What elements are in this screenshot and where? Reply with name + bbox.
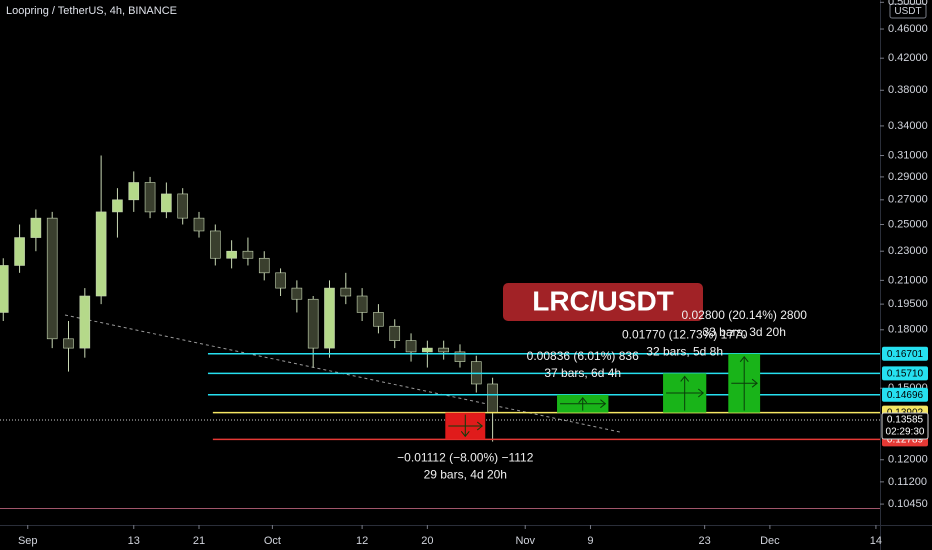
candle-body (454, 351, 466, 362)
candle-body (177, 193, 188, 219)
level-label-box (882, 346, 928, 361)
candle-body (210, 230, 221, 259)
y-tick-label: 0.38000 (888, 84, 928, 96)
candle-body (30, 217, 42, 238)
candle-body (275, 272, 286, 289)
x-tick-label: 13 (128, 535, 140, 547)
y-tick-label: 0.46000 (888, 23, 928, 35)
currency-label: USDT (894, 6, 921, 17)
measure-arrow-head (739, 355, 749, 363)
x-tick-label: Oct (264, 535, 281, 547)
candle-body (193, 217, 205, 232)
candle-body (128, 182, 140, 201)
measure-bars: 32 bars, 5d 8h (646, 345, 723, 359)
x-tick-label: Dec (760, 535, 780, 547)
candle-body (373, 312, 384, 327)
candle-body (242, 250, 254, 259)
level-label: 0.16701 (887, 349, 924, 360)
measure-bars: 33 bars, 3d 20h (703, 325, 786, 339)
candle-body (14, 237, 25, 266)
candle-body (226, 250, 237, 259)
candle-body (161, 193, 172, 213)
y-tick-label: 0.12000 (888, 454, 928, 466)
measure-text: 0.02800 (20.14%) 2800 (681, 308, 807, 322)
level-label: 0.15710 (887, 369, 924, 380)
measure-text: −0.01112 (−8.00%) −1112 (397, 451, 534, 465)
candle-body (340, 287, 352, 297)
measure-arrow-head (680, 375, 690, 382)
measure-arrow-head (460, 431, 470, 438)
last-price-box (881, 412, 929, 440)
candle-body (487, 383, 498, 413)
x-tick-label: 20 (421, 535, 433, 547)
measure-arrow-head (476, 421, 484, 431)
y-tick-label: 0.23000 (888, 245, 928, 257)
watermark-text: LRC/USDT (532, 285, 674, 316)
y-tick-label: 0.25000 (888, 218, 928, 230)
candle-body (356, 295, 368, 313)
x-tick-label: Nov (515, 535, 535, 547)
x-tick-label: 23 (699, 535, 711, 547)
x-tick-label: 12 (356, 535, 368, 547)
currency-badge (889, 3, 927, 19)
candle-body (144, 182, 156, 213)
level-label: 0.12789 (887, 434, 924, 445)
y-tick-label: 0.27000 (888, 194, 928, 206)
y-tick-label: 0.21000 (888, 274, 928, 286)
measure-text: 0.00836 (6.01%) 836 (527, 349, 639, 363)
y-tick-label: 0.50000 (888, 0, 928, 8)
candle-body (258, 257, 270, 274)
candle-body (438, 347, 449, 353)
watermark-box (503, 283, 703, 321)
y-tick-label: 0.31000 (888, 149, 928, 161)
measure-bars: 29 bars, 4d 20h (424, 468, 507, 482)
countdown-label: 02:29:30 (886, 427, 925, 438)
x-tick-label: 14 (870, 535, 882, 547)
candle-body (307, 298, 319, 349)
candle-body (95, 211, 107, 297)
x-tick-label: 21 (193, 535, 205, 547)
candle-body (405, 340, 417, 353)
candle-body (63, 338, 74, 349)
level-label-box (882, 387, 928, 402)
measure-arrow-head (751, 378, 758, 388)
x-tick-label: Sep (18, 535, 38, 547)
watermark: LRC/USDT (503, 283, 703, 321)
measure-arrow-head (697, 388, 705, 398)
candle-body (46, 217, 58, 340)
candle-body (291, 287, 303, 300)
candle-body (0, 265, 9, 313)
y-tick-label: 0.42000 (888, 52, 928, 64)
level-label: 0.14696 (887, 390, 924, 401)
y-tick-label: 0.10450 (888, 498, 928, 510)
y-tick-label: 0.34000 (888, 120, 928, 132)
candle-body (389, 325, 401, 341)
candle-body (112, 199, 123, 213)
candle-body (324, 287, 335, 349)
candle-body (422, 347, 433, 353)
chart-title: Loopring / TetherUS, 4h, BINANCE (6, 5, 177, 17)
x-tick-label: 9 (587, 535, 593, 547)
y-tick-label: 0.29000 (888, 171, 928, 183)
measure-arrow-head (600, 399, 607, 409)
candle-body (79, 295, 91, 349)
measure-arrow-head (578, 396, 588, 404)
measure-text: 0.01770 (12.73%) 1770 (622, 328, 748, 342)
y-tick-label: 0.19500 (888, 298, 928, 310)
measure-bars: 37 bars, 6d 4h (544, 366, 621, 380)
y-tick-label: 0.11200 (888, 476, 927, 488)
last-price-label: 0.13585 (887, 415, 924, 426)
y-tick-label: 0.18000 (888, 324, 928, 336)
level-label-box (882, 366, 928, 381)
